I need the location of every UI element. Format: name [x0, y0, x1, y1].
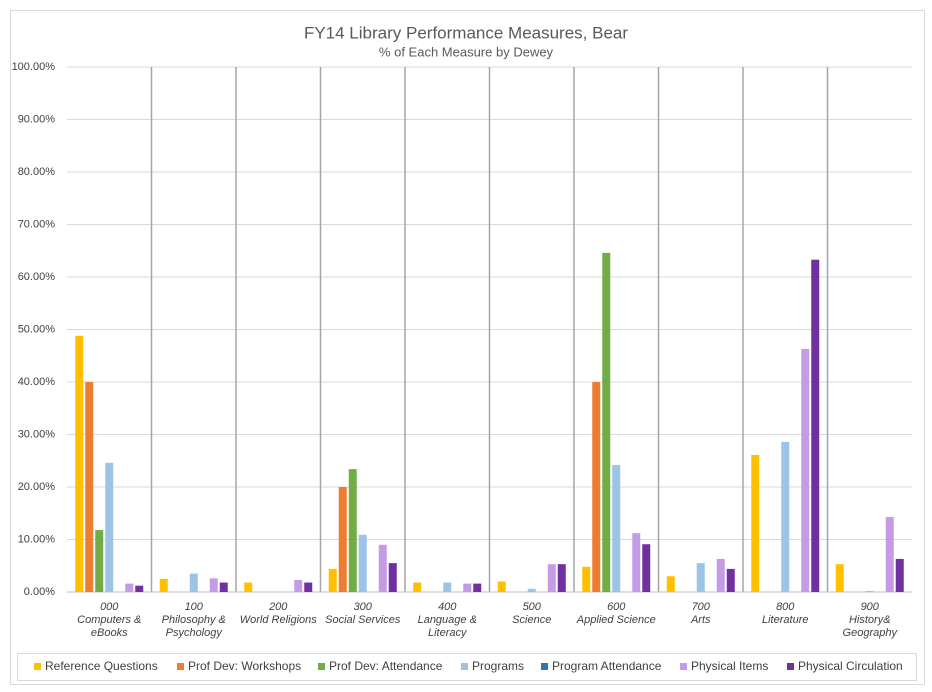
x-tick-label: 900 History& Geography	[842, 601, 897, 639]
y-tick-label: 90.00%	[18, 113, 56, 125]
legend-label: Program Attendance	[552, 659, 662, 673]
bar	[642, 544, 651, 592]
bar	[189, 573, 198, 592]
x-tick-label: 500 Science	[512, 601, 552, 626]
bar	[751, 454, 760, 592]
bar	[304, 582, 313, 592]
bar	[497, 581, 506, 592]
bar	[159, 578, 168, 592]
bar	[95, 530, 104, 592]
bar	[716, 558, 725, 592]
bar	[666, 576, 675, 592]
y-tick-label: 0.00%	[24, 586, 55, 598]
y-tick-label: 20.00%	[18, 481, 56, 493]
bar	[895, 558, 904, 592]
legend-label: Prof Dev: Workshops	[188, 659, 301, 673]
x-tick-label: 600 Applied Science	[576, 601, 656, 626]
bar	[582, 566, 591, 592]
legend-label: Physical Items	[691, 659, 768, 673]
y-tick-label: 70.00%	[18, 218, 56, 230]
legend-border	[17, 653, 917, 681]
bar	[388, 563, 397, 592]
y-tick-label: 100.00%	[12, 61, 56, 73]
bar	[865, 590, 874, 592]
legend-label: Physical Circulation	[798, 659, 903, 673]
x-tick-label: 700 Arts	[690, 601, 711, 626]
bar	[811, 259, 820, 592]
legend-swatch	[461, 663, 468, 670]
chart-border	[10, 10, 925, 685]
legend-label: Prof Dev: Attendance	[329, 659, 443, 673]
bar	[885, 516, 894, 592]
bar	[473, 583, 482, 592]
bar	[781, 441, 790, 592]
legend-label: Reference Questions	[45, 659, 158, 673]
y-tick-label: 40.00%	[18, 376, 56, 388]
bar	[801, 348, 810, 592]
y-tick-label: 10.00%	[18, 533, 56, 545]
y-tick-label: 60.00%	[18, 271, 56, 283]
y-tick-label: 30.00%	[18, 428, 56, 440]
bar	[632, 533, 641, 592]
x-tick-label: 800 Literature	[762, 601, 809, 626]
legend-swatch	[177, 663, 184, 670]
y-tick-label: 50.00%	[18, 323, 56, 335]
bar	[527, 588, 536, 592]
legend-swatch	[541, 663, 548, 670]
bar	[602, 252, 611, 592]
bar	[328, 568, 337, 592]
legend-swatch	[318, 663, 325, 670]
legend-swatch	[34, 663, 41, 670]
bar	[413, 582, 422, 592]
bar	[378, 544, 387, 592]
bar	[244, 582, 253, 592]
x-tick-label: 000 Computers & eBooks	[77, 601, 142, 639]
bar	[557, 564, 566, 592]
bar	[75, 335, 84, 592]
bar	[338, 487, 347, 592]
x-tick-label: 100 Philosophy & Psychology	[161, 601, 226, 639]
bar	[135, 585, 144, 592]
y-tick-label: 80.00%	[18, 166, 56, 178]
bar	[348, 469, 357, 592]
bar	[612, 464, 621, 592]
bar	[85, 382, 94, 592]
bar	[547, 564, 556, 592]
bar	[443, 582, 452, 592]
bar	[294, 579, 303, 592]
x-tick-label: 400 Language & Literacy	[417, 601, 477, 639]
bar	[696, 563, 705, 592]
bar	[105, 462, 114, 592]
bar	[219, 582, 228, 592]
bar	[592, 382, 601, 592]
chart-subtitle: % of Each Measure by Dewey	[379, 44, 554, 59]
x-tick-label: 300 Social Services	[325, 601, 401, 626]
legend-swatch	[787, 663, 794, 670]
legend-label: Programs	[472, 659, 524, 673]
legend-swatch	[680, 663, 687, 670]
x-tick-label: 200 World Religions	[239, 601, 317, 626]
bar	[835, 564, 844, 592]
bar	[463, 583, 472, 592]
bar	[125, 583, 134, 592]
bar	[726, 568, 735, 592]
chart-title: FY14 Library Performance Measures, Bear	[304, 23, 628, 42]
bar	[358, 534, 367, 592]
bar	[209, 578, 218, 592]
